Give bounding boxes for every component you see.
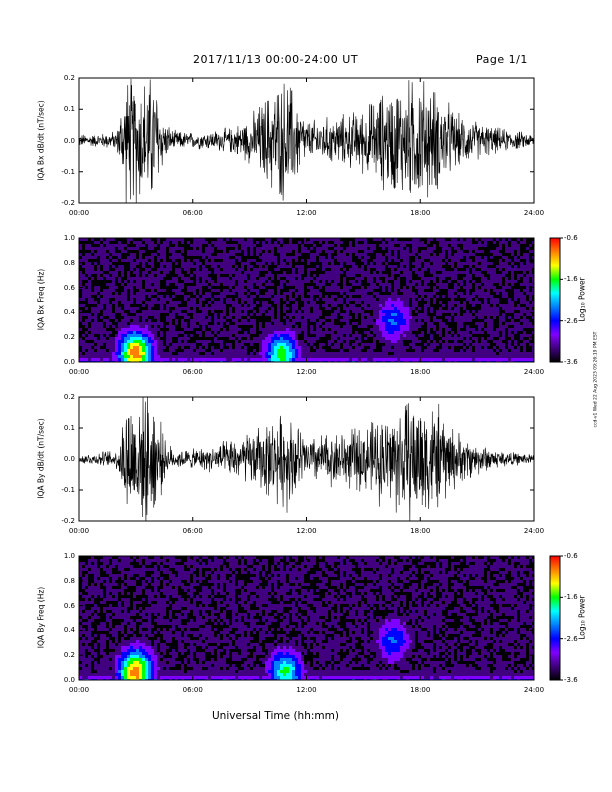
x-tick-label: 18:00 (410, 686, 431, 694)
x-tick-label: 00:00 (68, 686, 90, 694)
y-tick-label: 0.4 (63, 308, 75, 317)
x-tick-label: 24:00 (523, 527, 545, 535)
y-tick-label: 0.6 (63, 601, 75, 610)
page-indicator: Page 1/1 (476, 53, 528, 66)
x-tick-label: 06:00 (182, 209, 203, 217)
colorbar-tick-label: -1.6 (564, 593, 578, 602)
colorbar-tick-label: -3.6 (564, 676, 578, 684)
y-tick-label: 0.0 (63, 455, 75, 463)
x-tick-label: 24:00 (523, 368, 545, 376)
x-tick-label: 00:00 (68, 368, 90, 376)
colorbar1-label: Log₁₀ Power (577, 277, 587, 322)
colorbar-tick-label: -2.6 (564, 634, 578, 643)
waveform-trace (79, 397, 534, 521)
y-tick-label: 0.0 (63, 358, 75, 366)
y-tick-label: 1.0 (63, 234, 75, 242)
panel2-ylabel: IQA Bx Freq (Hz) (36, 268, 46, 331)
colorbar2-label: Log₁₀ Power (577, 595, 587, 640)
y-tick-label: 0.1 (63, 105, 75, 114)
y-tick-label: -0.1 (61, 486, 75, 494)
y-tick-label: 0.2 (63, 333, 75, 342)
y-tick-label: 0.2 (63, 393, 75, 401)
spectrogram-cells (79, 238, 534, 362)
x-tick-label: 00:00 (68, 209, 90, 217)
colorbar-tick-label: -3.6 (564, 358, 578, 366)
colorbar-tick-label: -1.6 (564, 275, 578, 284)
y-tick-label: 1.0 (63, 552, 75, 560)
y-tick-label: 0.4 (63, 626, 75, 635)
x-tick-label: 18:00 (410, 527, 431, 535)
x-axis-label: Universal Time (hh:mm) (212, 710, 339, 722)
colorbar (549, 555, 561, 681)
x-tick-label: 18:00 (410, 209, 431, 217)
y-tick-label: 0.6 (63, 283, 75, 292)
y-tick-label: -0.2 (61, 517, 75, 525)
x-tick-label: 12:00 (296, 527, 317, 535)
x-tick-label: 24:00 (523, 686, 545, 694)
x-tick-label: 24:00 (523, 209, 545, 217)
y-tick-label: -0.2 (61, 199, 75, 207)
x-tick-label: 12:00 (296, 368, 317, 376)
x-tick-label: 18:00 (410, 368, 431, 376)
y-tick-label: 0.8 (63, 258, 75, 267)
y-tick-label: 0.2 (63, 651, 75, 660)
x-tick-label: 12:00 (296, 686, 317, 694)
x-tick-label: 06:00 (182, 527, 203, 535)
y-tick-label: 0.8 (63, 576, 75, 585)
x-tick-label: 06:00 (182, 368, 203, 376)
x-tick-label: 00:00 (68, 527, 90, 535)
y-tick-label: -0.1 (61, 167, 75, 176)
colorbar-tick-label: -0.6 (564, 552, 578, 560)
y-tick-label: 0.1 (63, 424, 75, 432)
side-stamp: ccd-v1 Wed 22 Aug 2023 09:26:19 PM EST (593, 331, 599, 428)
spectrogram-cells (79, 556, 534, 680)
x-tick-label: 12:00 (296, 209, 317, 217)
y-tick-label: 0.2 (63, 74, 75, 82)
y-tick-label: 0.0 (63, 676, 75, 684)
y-tick-label: 0.0 (63, 136, 75, 145)
colorbar-tick-label: -0.6 (564, 234, 578, 242)
colorbar-tick-label: -2.6 (564, 316, 578, 325)
colorbar (549, 237, 561, 363)
waveform-trace (79, 78, 534, 203)
x-tick-label: 06:00 (182, 686, 203, 694)
panel4-ylabel: IQA By Freq (Hz) (36, 586, 46, 649)
chart-title: 2017/11/13 00:00-24:00 UT (193, 53, 359, 66)
